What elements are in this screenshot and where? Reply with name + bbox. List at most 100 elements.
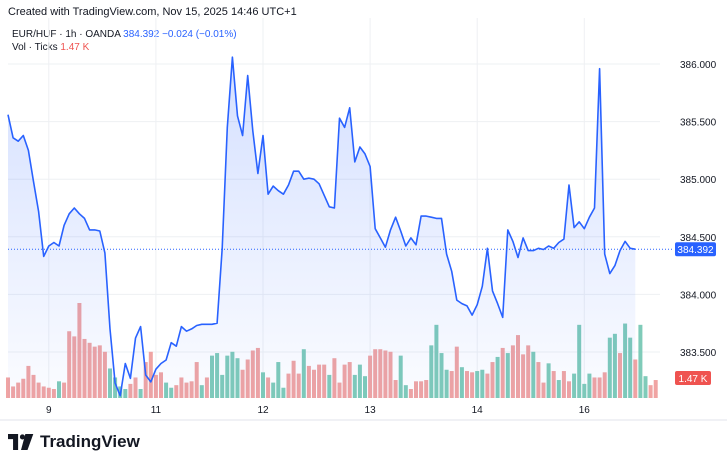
y-tick-label: 383.500 [680,348,717,359]
volume-bar [57,381,61,398]
volume-bar [363,376,367,398]
volume-bar [429,345,434,398]
volume-bar [301,349,306,398]
volume-bar [123,389,128,398]
volume-badge [675,371,711,385]
volume-bar [189,381,194,398]
volume-bar [546,363,551,398]
tradingview-logo-icon [8,434,34,450]
volume-bar [199,385,204,398]
volume-bar [633,359,638,398]
volume-bar [403,385,408,398]
volume-bar [582,383,587,398]
volume-bar [373,349,378,398]
volume-bar [414,381,418,398]
volume-bar [587,373,592,398]
created-caption: Created with TradingView.com, Nov 15, 20… [8,6,297,18]
volume-bar [266,377,271,398]
volume-bar [51,389,56,398]
legend-price-row[interactable]: EUR/HUF · 1h · OANDA 384.392 −0.024 (−0.… [12,28,237,41]
volume-bar [97,345,102,398]
volume-bar [322,364,327,398]
x-tick-label: 16 [579,405,591,416]
volume-bar [347,362,352,398]
y-tick-label: 385.500 [680,118,717,129]
volume-bar [383,350,388,398]
volume-bar [556,380,561,398]
volume-bar [194,362,199,398]
volume-bar [434,324,439,398]
x-tick-label: 14 [472,405,484,416]
volume-bar [312,369,316,398]
volume-bar [485,373,490,398]
volume-bar [352,374,357,398]
volume-bar [618,353,622,398]
volume-bar [505,353,510,398]
volume-bar [516,335,520,398]
volume-bar [444,369,449,398]
brand: TradingView [8,432,140,452]
volume-bar [541,382,546,398]
volume-bar [62,382,67,398]
volume-bar [378,349,383,398]
volume-bar [393,380,398,398]
x-tick-label: 12 [257,405,269,416]
volume-bar [368,355,373,398]
volume-bar [449,371,454,398]
volume-bar [36,382,41,398]
y-tick-label: 385.000 [680,175,717,186]
volume-bar [306,365,311,398]
volume-bar [215,353,220,398]
volume-bar [148,351,153,398]
volume-bar [82,338,87,398]
volume-bar [143,362,148,398]
volume-bar [623,323,628,398]
volume-bar [225,355,230,398]
volume-bar [388,351,393,398]
volume-bar [526,345,531,398]
volume-bar [204,377,209,398]
volume-bar [536,362,541,398]
volume-bar [87,342,92,398]
volume-bar [77,303,82,398]
volume-bar [653,380,658,398]
volume-bar [490,362,495,398]
volume-bar [592,377,597,398]
volume-bar [332,358,337,398]
legend-change: −0.024 (−0.01%) [162,29,237,40]
volume-bar [607,337,612,398]
volume-bar [281,387,286,398]
legend-volume-row[interactable]: Vol · Ticks 1.47 K [12,41,237,54]
volume-bar [235,358,240,398]
volume-bar [276,362,281,398]
volume-bar [184,382,189,398]
volume-badge-label: 1.47 K [679,374,708,385]
x-tick-label: 13 [365,405,377,416]
volume-bar [337,382,342,398]
volume-bar [459,367,464,398]
volume-bar [153,374,158,398]
volume-bar [133,377,138,398]
price-line[interactable] [7,56,636,397]
volume-bar [439,353,444,398]
volume-bar [102,351,107,398]
volume-bar [317,364,322,398]
volume-bar [296,373,301,398]
volume-bar [128,383,133,398]
x-tick-label: 11 [151,405,162,416]
volume-bar [510,345,515,398]
volume-bar [138,389,143,398]
volume-bar [357,364,362,398]
volume-bar [26,365,31,398]
volume-bar [454,346,459,398]
volume-bar [169,387,174,398]
volume-bar [612,333,617,398]
volume-bar [174,385,179,398]
volume-bar [577,324,582,398]
volume-bar [46,387,51,398]
volume-bar [240,369,245,398]
legend-volume-label: Vol · Ticks [12,42,58,53]
volume-bar [327,374,332,398]
